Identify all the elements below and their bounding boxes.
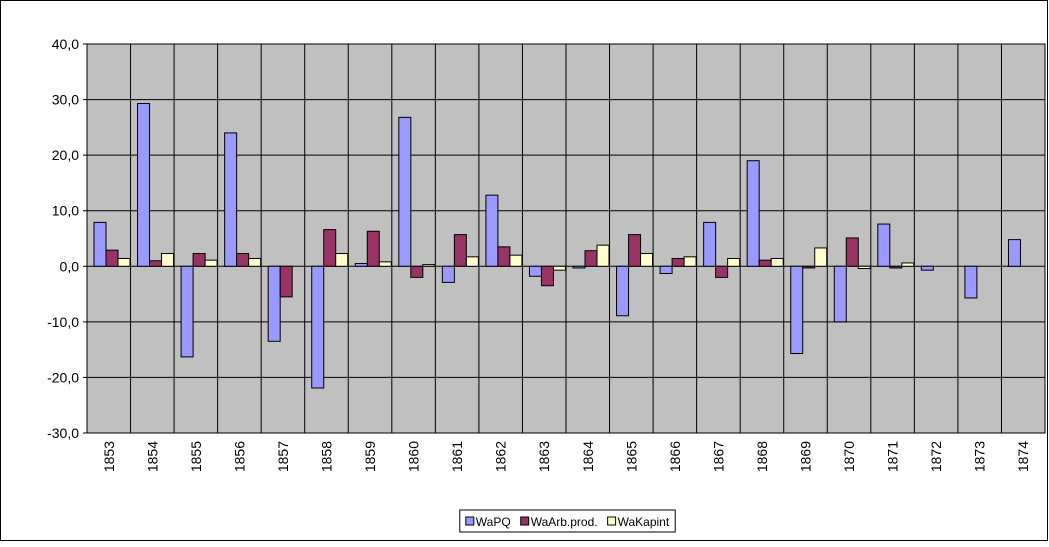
x-tick-label: 1871 <box>885 441 901 472</box>
bar <box>659 265 673 275</box>
bar <box>540 265 554 287</box>
bar <box>552 265 566 271</box>
bar <box>790 265 804 355</box>
bar <box>857 265 871 270</box>
bar <box>889 265 903 269</box>
bar <box>671 258 685 267</box>
legend-label: WaPQ <box>476 515 511 529</box>
bar <box>398 116 412 267</box>
bar <box>683 256 697 267</box>
x-tick-label: 1866 <box>667 441 683 472</box>
bar <box>746 160 760 267</box>
x-tick-label: 1858 <box>319 441 335 472</box>
bar <box>236 253 250 267</box>
bar <box>149 260 163 267</box>
bar <box>422 264 436 267</box>
x-tick-label: 1855 <box>188 441 204 472</box>
y-tick-label: -10,0 <box>47 314 79 330</box>
bar <box>877 223 891 267</box>
bar <box>572 265 586 269</box>
x-tick-label: 1867 <box>710 441 726 472</box>
legend-box <box>459 509 676 533</box>
bar <box>279 265 293 298</box>
bar <box>180 265 194 358</box>
bar <box>901 262 915 267</box>
bar <box>465 256 479 267</box>
x-tick-label: 1863 <box>536 441 552 472</box>
bar <box>640 253 654 267</box>
bar <box>727 258 741 267</box>
x-tick-label: 1870 <box>841 441 857 472</box>
bar <box>845 237 859 267</box>
legend-label: WaKapint <box>618 515 670 529</box>
bar <box>354 263 368 267</box>
legend-swatch <box>465 516 475 526</box>
legend-swatch <box>520 516 530 526</box>
bar <box>224 132 238 267</box>
bar <box>509 254 523 267</box>
x-tick-label: 1873 <box>972 441 988 472</box>
y-tick-label: 10,0 <box>52 203 79 219</box>
x-tick-label: 1856 <box>231 441 247 472</box>
bar <box>920 265 934 271</box>
bar <box>833 265 847 323</box>
y-tick-label: 30,0 <box>52 92 79 108</box>
bar <box>596 244 610 267</box>
bar <box>528 265 542 277</box>
bar <box>410 265 424 278</box>
bar <box>378 261 392 267</box>
bar <box>758 259 772 267</box>
bar <box>204 259 218 267</box>
bar <box>93 221 107 267</box>
bar <box>192 253 206 267</box>
bar <box>584 250 598 267</box>
bar <box>485 194 499 267</box>
bar <box>814 247 828 267</box>
x-tick-label: 1865 <box>623 441 639 472</box>
legend-swatch <box>607 516 617 526</box>
bar <box>323 229 337 267</box>
x-tick-label: 1862 <box>493 441 509 472</box>
bar <box>453 234 467 267</box>
x-tick-label: 1868 <box>754 441 770 472</box>
x-tick-label: 1859 <box>362 441 378 472</box>
x-tick-label: 1857 <box>275 441 291 472</box>
y-tick-label: -30,0 <box>47 425 79 441</box>
bar <box>715 265 729 278</box>
bar <box>161 253 175 267</box>
bar <box>335 253 349 267</box>
bar <box>497 246 511 267</box>
bar <box>248 258 262 267</box>
bar <box>441 265 455 283</box>
bar <box>366 230 380 267</box>
bar <box>117 258 131 267</box>
y-tick-label: 20,0 <box>52 147 79 163</box>
x-tick-label: 1860 <box>406 441 422 472</box>
y-tick-label: 40,0 <box>52 36 79 52</box>
bar <box>628 234 642 267</box>
x-tick-label: 1854 <box>144 441 160 472</box>
x-tick-label: 1869 <box>798 441 814 472</box>
y-tick-label: -20,0 <box>47 369 79 385</box>
bar <box>964 265 978 299</box>
bar <box>311 265 325 389</box>
bar <box>616 265 630 317</box>
bar <box>105 249 119 267</box>
x-tick-label: 1864 <box>580 441 596 472</box>
bar <box>703 221 717 267</box>
bar <box>802 265 816 269</box>
x-tick-label: 1872 <box>928 441 944 472</box>
bar <box>137 102 151 267</box>
x-tick-label: 1874 <box>1015 441 1031 472</box>
bar <box>1007 239 1021 267</box>
x-tick-label: 1861 <box>449 441 465 472</box>
bar <box>770 258 784 267</box>
y-tick-label: 0,0 <box>60 258 80 274</box>
legend-label: WaArb.prod. <box>531 515 598 529</box>
bar <box>267 265 281 342</box>
legend: WaPQ WaArb.prod. WaKapint <box>459 509 676 533</box>
x-tick-label: 1853 <box>101 441 117 472</box>
